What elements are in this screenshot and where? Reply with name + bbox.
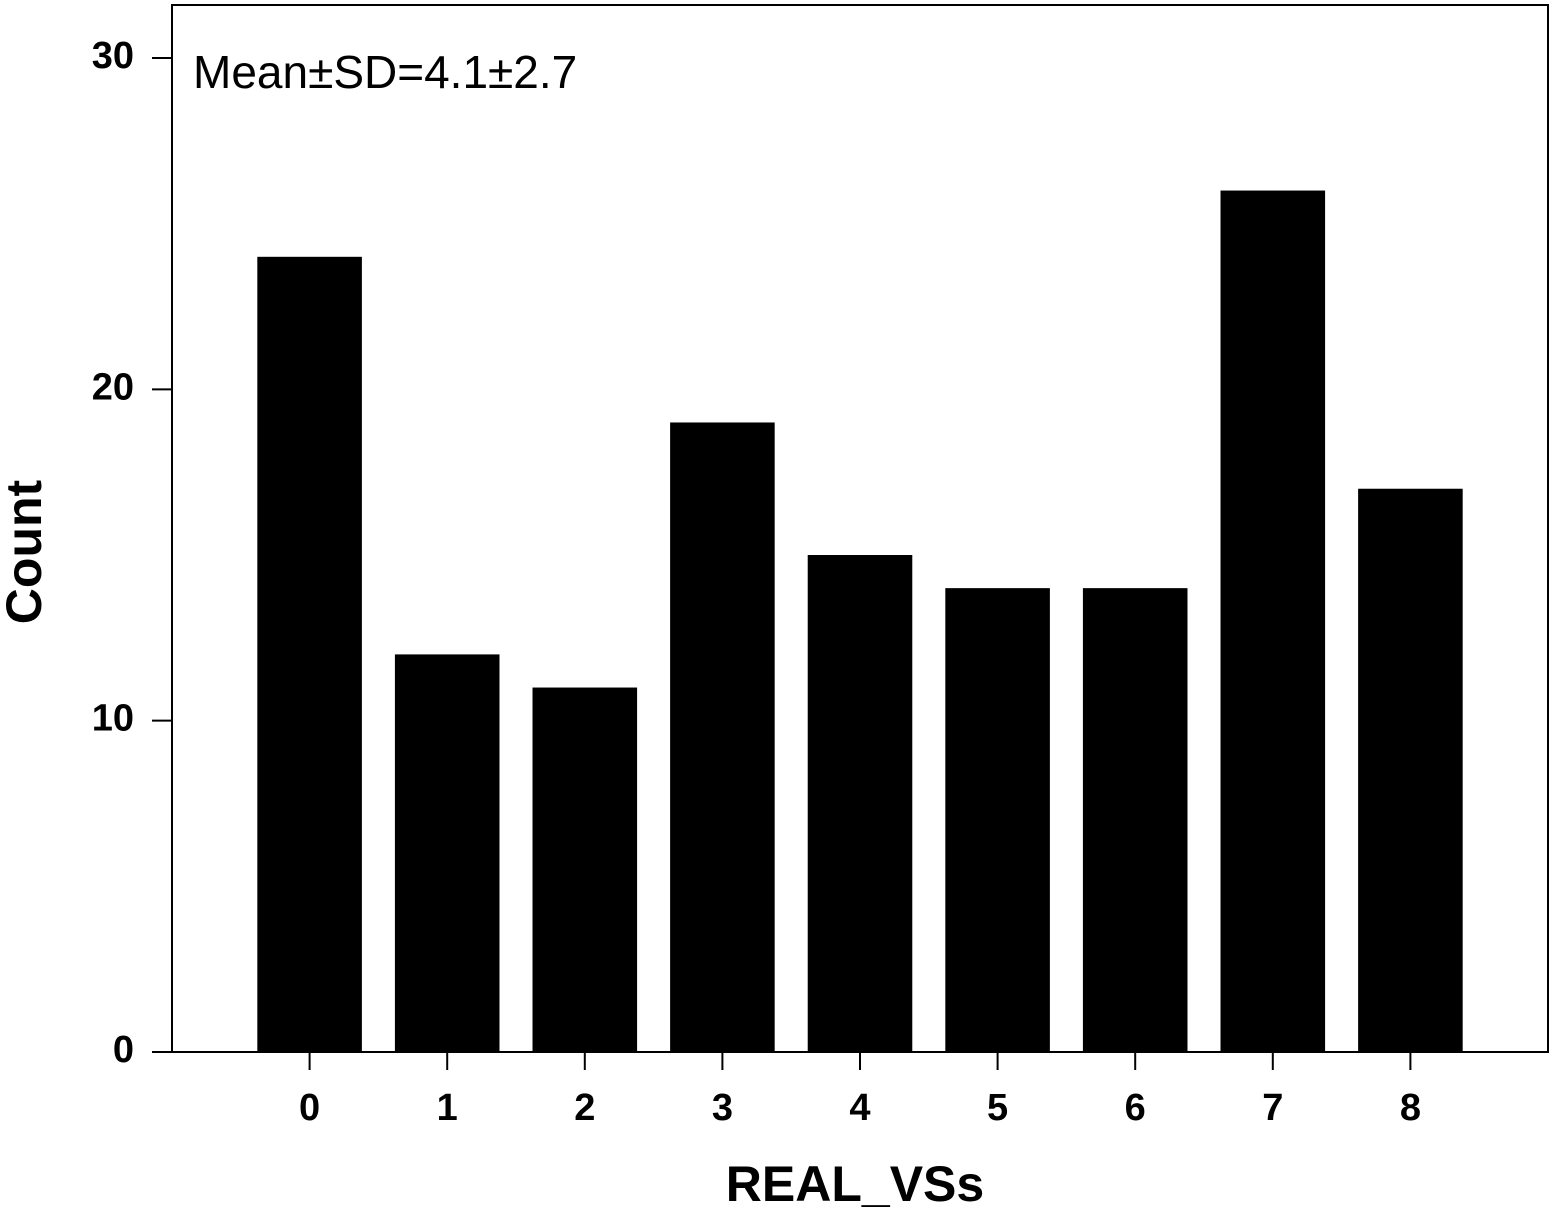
- bar: [257, 256, 362, 1052]
- bar: [945, 588, 1050, 1052]
- bar: [1082, 588, 1188, 1052]
- x-tick-label: 7: [1262, 1087, 1283, 1129]
- bar: [1220, 190, 1326, 1052]
- bar: [394, 654, 500, 1052]
- x-tick-label: 4: [849, 1087, 870, 1129]
- bar: [1358, 488, 1463, 1053]
- x-tick-label: 5: [987, 1087, 1008, 1129]
- y-tick-label: 20: [92, 366, 134, 408]
- x-tick-label: 0: [299, 1087, 320, 1129]
- y-tick-label: 0: [113, 1029, 134, 1071]
- x-tick-label: 3: [712, 1087, 733, 1129]
- x-tick-label: 6: [1125, 1087, 1146, 1129]
- x-tick-label: 8: [1400, 1087, 1421, 1129]
- x-tick-label: 1: [437, 1087, 458, 1129]
- bar: [670, 422, 775, 1052]
- annotation: Mean±SD=4.1±2.7: [193, 46, 577, 98]
- y-axis-title: Count: [0, 479, 52, 624]
- bar: [532, 687, 638, 1052]
- bar: [807, 555, 913, 1052]
- y-tick-label: 10: [92, 698, 134, 740]
- x-tick-label: 2: [574, 1087, 595, 1129]
- x-axis-title: REAL_VSs: [726, 1156, 984, 1212]
- y-tick-label: 30: [92, 35, 134, 77]
